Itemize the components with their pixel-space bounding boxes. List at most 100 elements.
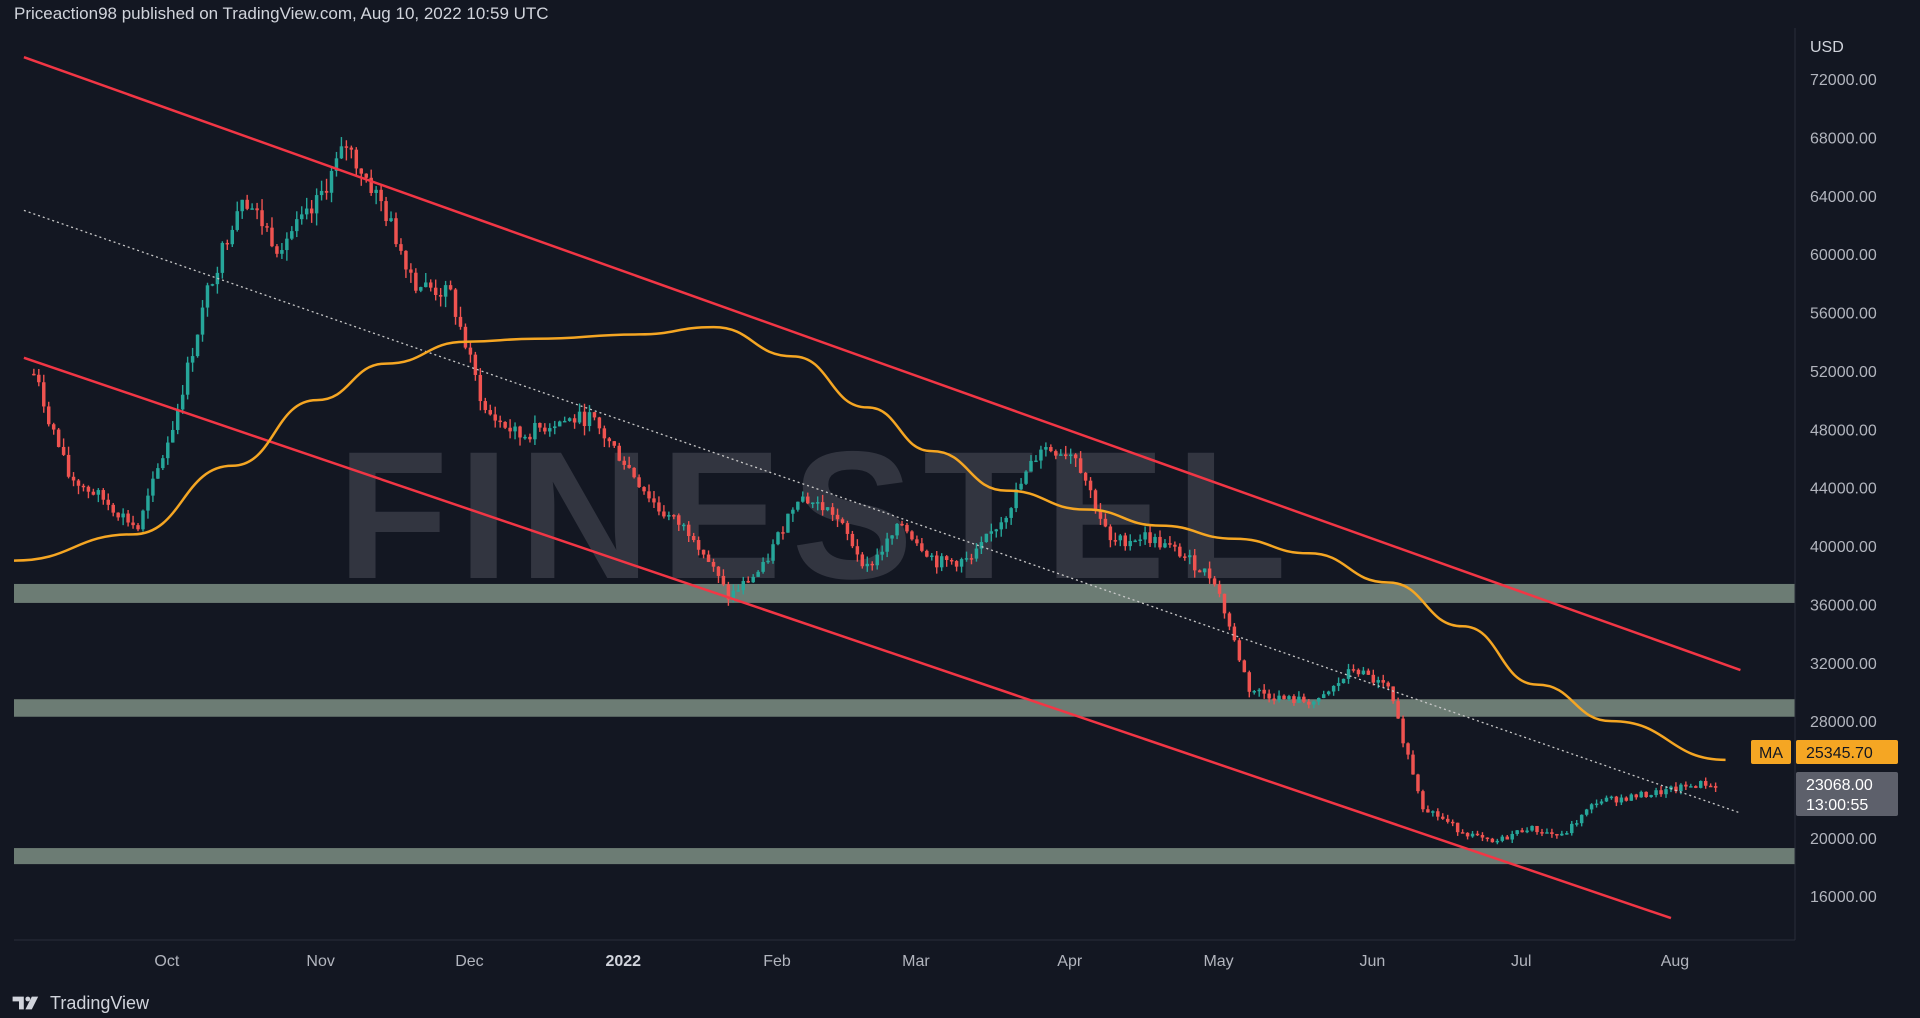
candle-body-2022-08-06 [1694,786,1698,788]
candle-body-2022-06-15 [1436,811,1440,817]
candle-body-2022-05-31 [1361,670,1366,675]
candle-body-2022-03-05 [930,555,934,558]
candle-body-2021-11-25 [433,287,438,295]
candle-body-2021-10-26 [285,238,289,251]
tradingview-brand[interactable]: TradingView [50,993,150,1013]
candle-body-2021-11-01 [314,195,319,214]
candle-body-2022-05-06 [1237,640,1242,661]
candle-body-2022-08-01 [1669,786,1673,790]
candle-body-2022-08-04 [1684,784,1688,787]
candle-body-2022-06-23 [1475,833,1480,836]
candle-body-2021-11-27 [443,285,448,297]
price-axis[interactable]: USD 16000.0020000.0024000.0028000.003200… [1794,28,1877,940]
ma-value-label: 25345.70 [1806,745,1873,762]
candle-body-2021-09-12 [66,454,71,477]
candle-body-2021-11-18 [399,244,403,251]
candle-body-2022-03-09 [949,559,954,562]
x-tick-label: May [1203,953,1233,970]
candle-body-2022-01-20 [711,561,716,567]
candle-body-2021-10-28 [295,219,299,232]
candle-body-2022-01-05 [637,477,641,488]
candle-body-2022-03-13 [969,558,974,560]
candle-body-2022-06-29 [1505,836,1509,840]
candle-body-2021-12-09 [503,421,507,428]
candle-body-2022-03-27 [1039,449,1043,461]
candle-body-2021-10-04 [175,409,180,430]
candle-body-2022-05-12 [1267,693,1271,699]
candle-body-2021-10-18 [245,199,249,209]
candle-body-2022-01-13 [677,515,681,525]
candle-body-2021-10-08 [195,334,200,357]
candle-body-2022-02-11 [820,502,825,511]
candle-body-2022-04-28 [1197,570,1202,573]
candle-body-2021-11-28 [448,285,453,290]
candle-body-2022-05-08 [1247,672,1252,692]
time-axis[interactable]: Oct Nov Dec 2022 Feb Mar Apr May Jun Jul Aug [14,939,1795,970]
candle-body-2022-06-07 [1396,701,1400,719]
candle-body-2022-07-14 [1579,814,1584,824]
candle-body-2022-01-25 [736,590,741,592]
candle-body-2021-11-30 [458,316,463,327]
candle-body-2022-05-29 [1351,669,1356,671]
tradingview-logo-icon[interactable] [12,995,42,1011]
candle-body-2022-03-28 [1044,447,1048,450]
candle-body-2022-01-24 [731,590,736,600]
candle-body-2022-04-11 [1113,540,1118,542]
candle-body-2021-11-13 [374,189,378,193]
candle-body-2021-09-23 [121,513,125,518]
candle-body-2022-05-04 [1227,613,1232,627]
candle-body-2021-12-13 [523,436,527,439]
currency-label: USD [1810,39,1844,56]
candle-body-2021-12-31 [612,441,617,446]
candle-body-2022-03-24 [1024,471,1028,484]
candle-body-2021-12-19 [553,426,557,429]
channel-mid-dotted-line [23,209,1741,814]
candle-body-2022-02-12 [825,507,830,511]
y-tick-label: 64000.00 [1810,189,1877,206]
candle-body-2022-05-10 [1257,689,1261,692]
candle-body-2021-10-06 [185,362,190,395]
candle-body-2022-01-07 [647,491,651,499]
y-tick-label: 44000.00 [1810,481,1877,498]
ma-line [13,325,1726,762]
candle-body-2021-10-02 [166,442,170,459]
candle-body-2022-05-25 [1331,685,1336,692]
candle-body-2021-10-30 [304,208,309,215]
candle-body-2021-12-17 [543,427,547,432]
candle-body-2022-03-03 [920,543,924,551]
price-chart[interactable]: FINESTEL USD 16000.0020000.0024000.00280… [0,0,1920,988]
publisher-header: Priceaction98 published on TradingView.c… [0,0,1920,28]
candle-body-2021-11-03 [324,190,329,193]
candle-body-2022-01-09 [657,502,661,512]
candle-body-2021-11-19 [404,250,408,270]
candle-body-2021-11-16 [389,218,393,222]
candle-body-2022-08-08 [1703,781,1708,786]
candle-body-2022-06-14 [1431,811,1435,813]
y-tick-label: 28000.00 [1810,714,1877,731]
candle-body-2022-02-21 [870,563,874,566]
candle-body-2022-05-30 [1356,669,1361,675]
candle-body-2021-09-28 [146,495,150,511]
candle-body-2022-01-02 [622,460,626,465]
y-tick-label: 68000.00 [1810,130,1877,147]
candle-body-2021-10-10 [205,285,210,308]
candle-body-2021-12-04 [478,374,483,402]
candle-body-2022-05-22 [1317,698,1321,702]
x-tick-label: 2022 [605,953,641,970]
candle-body-2022-04-05 [1083,472,1088,481]
candle-body-2022-02-23 [880,551,884,555]
candle-body-2022-01-06 [642,487,646,492]
candle-body-2021-09-30 [156,468,160,479]
candle-body-2022-08-05 [1689,786,1693,788]
candle-body-2022-03-12 [964,558,969,560]
candle-body-2021-12-07 [493,414,497,421]
candle-body-2022-06-02 [1371,674,1376,683]
candle-body-2022-03-17 [989,531,994,534]
candle-body-2022-04-24 [1178,546,1182,557]
ma-badge-label: MA [1759,745,1783,762]
candle-body-2022-06-30 [1510,833,1514,840]
candle-body-2022-07-02 [1520,830,1524,833]
candle-body-2022-01-16 [691,536,696,541]
candle-body-2021-12-05 [483,401,488,411]
candle-body-2022-04-20 [1158,536,1162,548]
